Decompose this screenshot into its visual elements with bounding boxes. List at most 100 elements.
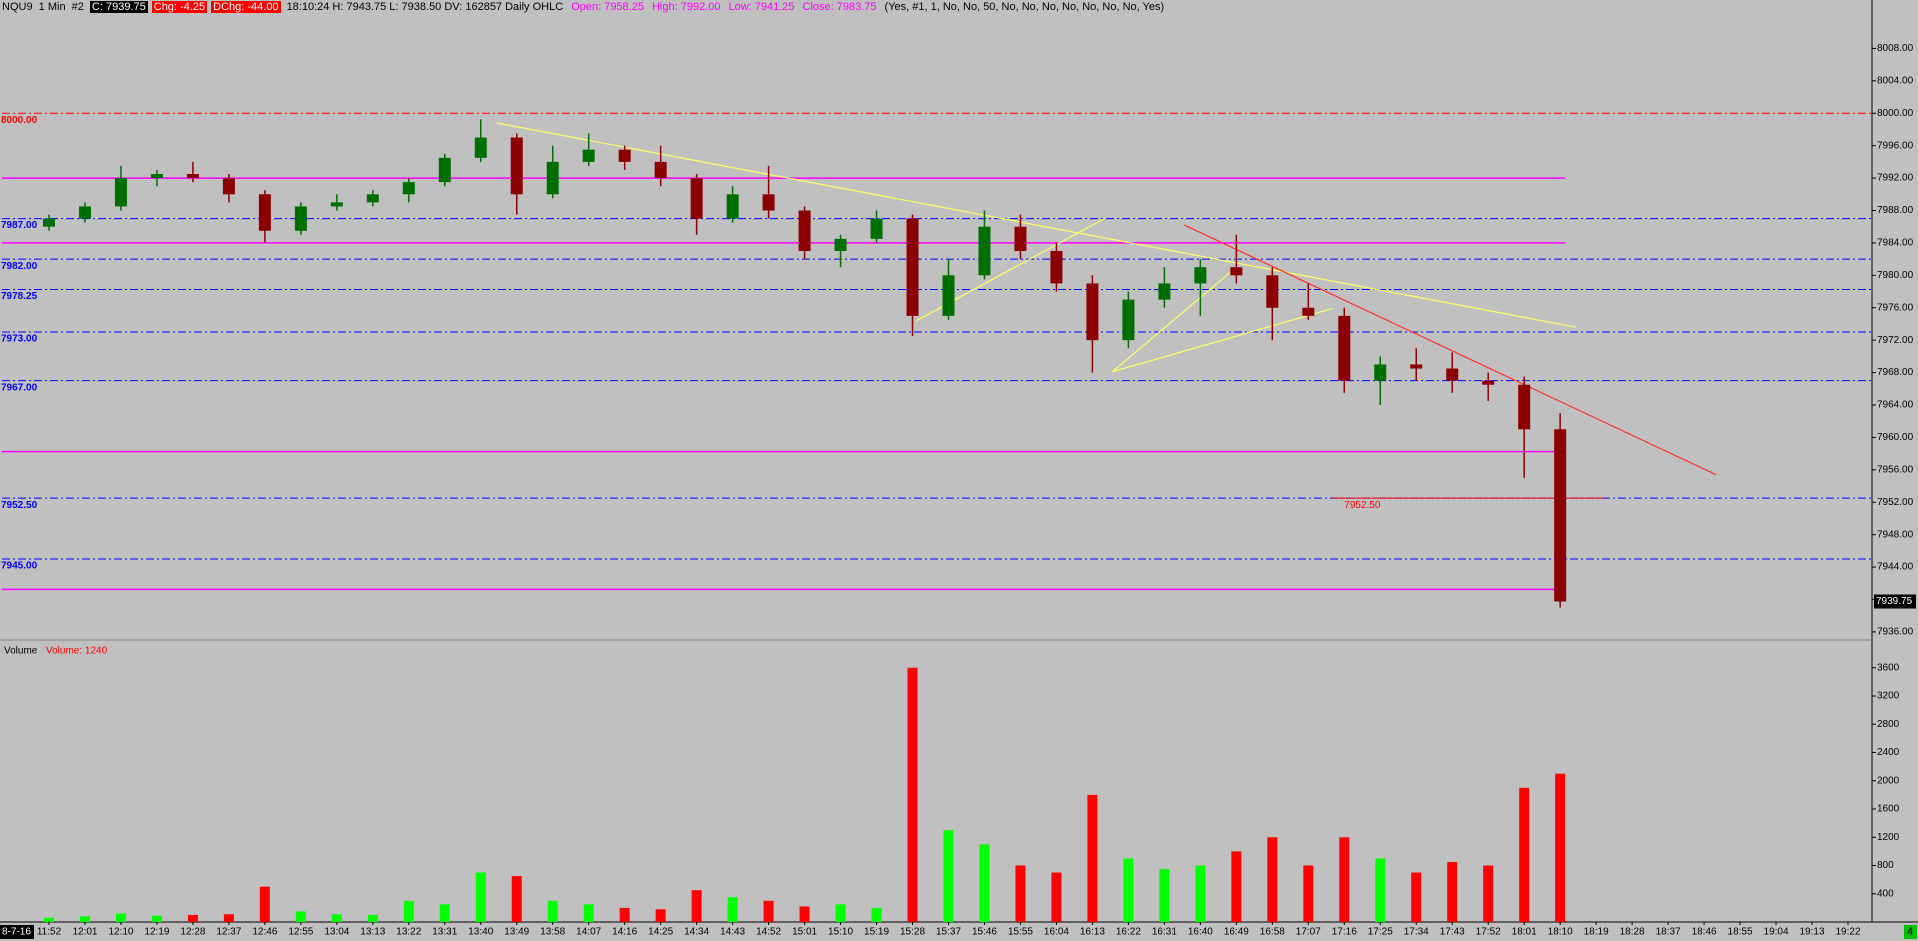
- header-item: NQU9 1 Min #2: [2, 1, 84, 13]
- x-tick-label: 16:49: [1224, 927, 1249, 938]
- volume-bar: [763, 900, 774, 922]
- candle-body: [1014, 226, 1027, 252]
- x-tick-label: 18:55: [1728, 927, 1753, 938]
- y-tick-label: 7972.00: [1877, 335, 1914, 346]
- header-item: Close: 7983.75: [802, 1, 877, 13]
- last-price-label: 7939.75: [1876, 596, 1913, 607]
- x-tick-label: 13:13: [360, 927, 385, 938]
- header-item: High: 7992.00: [651, 1, 721, 13]
- x-tick-label: 17:34: [1404, 927, 1429, 938]
- candle-body: [330, 202, 343, 207]
- y-tick-label: 7964.00: [1877, 400, 1914, 411]
- volume-bar: [331, 914, 342, 922]
- x-tick-label: 11:52: [37, 927, 62, 938]
- candle-body: [1482, 380, 1495, 385]
- candle-body: [1122, 299, 1135, 341]
- x-tick-label: 17:16: [1332, 927, 1357, 938]
- candle-body: [1374, 364, 1387, 381]
- x-tick-label: 13:31: [432, 927, 457, 938]
- candle-body: [1194, 267, 1207, 284]
- level-label: 7982.00: [1, 261, 38, 272]
- y-tick-label: 7992.00: [1877, 173, 1914, 184]
- candle-body: [510, 137, 523, 195]
- x-tick-label: 12:01: [72, 927, 97, 938]
- y-tick-label: 2000: [1877, 775, 1900, 786]
- volume-bar: [1339, 837, 1350, 922]
- candle-body: [582, 149, 595, 162]
- volume-bar: [151, 915, 162, 922]
- header-item: Chg: -4.25: [151, 1, 208, 13]
- x-tick-label: 19:13: [1800, 927, 1825, 938]
- y-tick-label: 3600: [1877, 662, 1900, 673]
- candle-body: [474, 137, 487, 158]
- candle-body: [222, 178, 235, 195]
- candle-body: [762, 194, 775, 211]
- volume-bar: [44, 917, 54, 922]
- annotation-label: 7952.50: [1344, 500, 1381, 511]
- volume-bar: [835, 904, 846, 922]
- x-tick-label: 14:25: [648, 927, 673, 938]
- x-tick-label: 15:37: [936, 927, 961, 938]
- y-tick-label: 7952.00: [1877, 497, 1914, 508]
- level-label: 7967.00: [1, 382, 38, 393]
- x-tick-label: 19:04: [1764, 927, 1789, 938]
- level-label: 7973.00: [1, 334, 38, 345]
- level-label: 7987.00: [1, 220, 38, 231]
- x-tick-label: 14:43: [720, 927, 745, 938]
- volume-bar: [907, 667, 918, 922]
- candle-body: [546, 161, 559, 195]
- x-tick-label: 17:25: [1368, 927, 1393, 938]
- y-tick-label: 800: [1877, 860, 1894, 871]
- candle-body: [78, 206, 91, 219]
- y-tick-label: 1200: [1877, 832, 1900, 843]
- candle-body: [1158, 283, 1171, 300]
- x-tick-label: 17:52: [1476, 927, 1501, 938]
- y-tick-label: 400: [1877, 888, 1894, 899]
- candle-body: [798, 210, 811, 252]
- header-item: DChg: -44.00: [211, 1, 281, 13]
- candle-body: [1338, 315, 1351, 381]
- volume-bar: [547, 900, 558, 922]
- candle-body: [43, 218, 55, 227]
- volume-bar: [1555, 773, 1566, 922]
- y-tick-label: 8000.00: [1877, 108, 1914, 119]
- y-tick-label: 8008.00: [1877, 43, 1914, 54]
- x-tick-label: 16:13: [1080, 927, 1105, 938]
- x-tick-label: 16:58: [1260, 927, 1285, 938]
- candle-body: [618, 149, 631, 162]
- volume-bar: [799, 906, 810, 922]
- x-tick-label: 13:22: [396, 927, 421, 938]
- candle-body: [978, 226, 991, 276]
- volume-bar: [439, 904, 450, 922]
- trendline: [1112, 307, 1333, 373]
- x-tick-label: 15:28: [900, 927, 925, 938]
- candle-body: [1410, 364, 1423, 369]
- x-tick-label: 15:10: [828, 927, 853, 938]
- candle-body: [654, 161, 667, 179]
- badge-box: [1904, 925, 1917, 939]
- candle-body: [186, 174, 199, 179]
- x-tick-label: 12:19: [144, 927, 169, 938]
- volume-bar: [727, 897, 738, 922]
- y-tick-label: 7956.00: [1877, 464, 1914, 475]
- x-tick-label: 18:10: [1548, 927, 1573, 938]
- volume-bar: [1195, 865, 1206, 922]
- y-tick-label: 7984.00: [1877, 238, 1914, 249]
- x-tick-label: 18:37: [1656, 927, 1681, 938]
- level-label: 7978.25: [1, 291, 38, 302]
- volume-bar: [691, 890, 702, 922]
- volume-bar: [1015, 865, 1026, 922]
- volume-legend: Volume: 1240: [46, 646, 108, 657]
- x-tick-label: 18:28: [1620, 927, 1645, 938]
- volume-bar: [1123, 858, 1134, 922]
- volume-bar: [979, 844, 990, 922]
- header-item: 18:10:24 H: 7943.75 L: 7938.50 DV: 16285…: [286, 1, 564, 13]
- y-tick-label: 2400: [1877, 747, 1900, 758]
- x-tick-label: 17:43: [1440, 927, 1465, 938]
- volume-bar: [511, 876, 522, 922]
- volume-bar: [1519, 787, 1530, 922]
- volume-bar: [1159, 869, 1170, 922]
- level-label: 8000.00: [1, 115, 38, 126]
- candle-body: [366, 194, 379, 203]
